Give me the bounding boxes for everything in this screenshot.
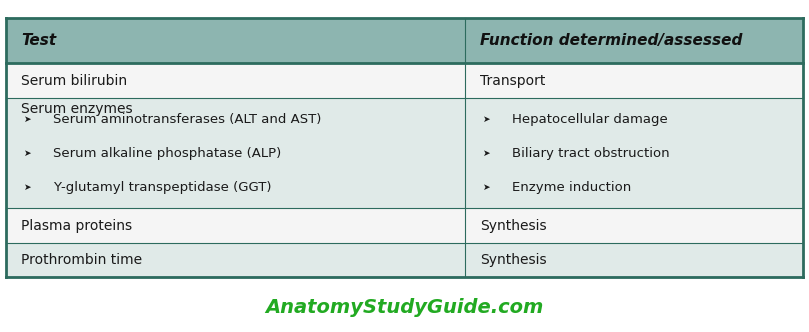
Text: Transport: Transport <box>480 74 545 88</box>
Text: Serum alkaline phosphatase (ALP): Serum alkaline phosphatase (ALP) <box>53 147 282 160</box>
Text: Biliary tract obstruction: Biliary tract obstruction <box>512 147 670 160</box>
Text: ➤: ➤ <box>24 115 32 124</box>
Bar <box>6 243 803 277</box>
Text: Synthesis: Synthesis <box>480 218 546 232</box>
Text: ➤: ➤ <box>24 149 32 158</box>
Text: ➤: ➤ <box>483 115 490 124</box>
Bar <box>6 208 803 243</box>
Bar <box>6 98 803 208</box>
Text: Hepatocellular damage: Hepatocellular damage <box>512 113 668 125</box>
Bar <box>6 63 803 98</box>
Text: ➤: ➤ <box>24 183 32 192</box>
Text: Function determined/assessed: Function determined/assessed <box>480 33 742 48</box>
Bar <box>6 18 803 63</box>
Text: Synthesis: Synthesis <box>480 253 546 267</box>
Text: Prothrombin time: Prothrombin time <box>21 253 142 267</box>
Text: Υ-glutamyl transpeptidase (GGT): Υ-glutamyl transpeptidase (GGT) <box>53 181 272 194</box>
Text: Serum enzymes: Serum enzymes <box>21 102 133 116</box>
Text: Enzyme induction: Enzyme induction <box>512 181 631 194</box>
Text: Serum aminotransferases (ALT and AST): Serum aminotransferases (ALT and AST) <box>53 113 322 125</box>
Text: Test: Test <box>21 33 56 48</box>
Text: ➤: ➤ <box>483 183 490 192</box>
Text: ➤: ➤ <box>483 149 490 158</box>
Text: Plasma proteins: Plasma proteins <box>21 218 132 232</box>
Text: AnatomyStudyGuide.com: AnatomyStudyGuide.com <box>265 297 544 317</box>
Text: Serum bilirubin: Serum bilirubin <box>21 74 127 88</box>
